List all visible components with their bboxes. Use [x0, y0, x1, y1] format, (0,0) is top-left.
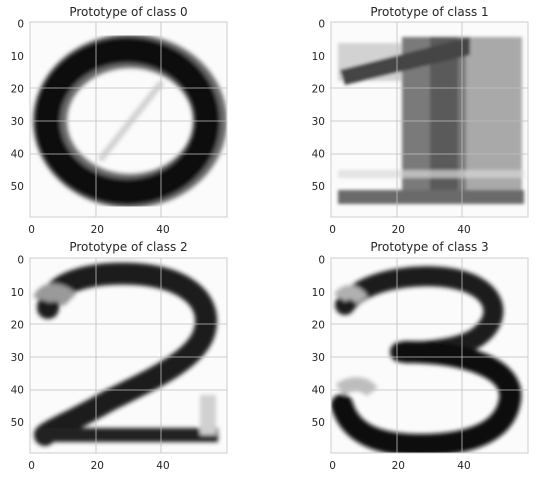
y-tick-label: 0: [17, 255, 24, 267]
x-tick-label: 0: [28, 460, 35, 472]
x-tick-label: 40: [457, 224, 470, 236]
y-tick-label: 20: [312, 84, 325, 96]
y-tick-label: 20: [11, 84, 24, 96]
y-ticks: 0 10 20 30 40 50: [11, 255, 24, 430]
x-tick-label: 20: [392, 224, 405, 236]
x-tick-label: 0: [28, 224, 35, 236]
y-tick-label: 50: [312, 181, 325, 193]
x-tick-label: 40: [156, 224, 169, 236]
x-tick-label: 20: [91, 460, 104, 472]
y-ticks: 0 10 20 30 40 50: [312, 19, 325, 194]
y-tick-label: 30: [312, 352, 325, 364]
y-tick-label: 40: [11, 149, 24, 161]
x-ticks: 0 20 40: [329, 460, 470, 472]
x-tick-label: 40: [457, 460, 470, 472]
panel-title: Prototype of class 0: [69, 5, 187, 19]
y-tick-label: 0: [17, 19, 24, 31]
y-tick-label: 40: [312, 385, 325, 397]
y-tick-label: 30: [11, 352, 24, 364]
y-tick-label: 50: [11, 417, 24, 429]
x-ticks: 0 20 40: [329, 224, 470, 236]
x-tick-label: 40: [156, 460, 169, 472]
y-tick-label: 30: [312, 116, 325, 128]
y-tick-label: 50: [312, 417, 325, 429]
x-tick-label: 0: [329, 460, 336, 472]
panel-class-0: Prototype of class 0 0 10 20 30 40 50 0 20 40: [11, 5, 227, 236]
y-tick-label: 10: [312, 287, 325, 299]
y-tick-label: 10: [11, 51, 24, 63]
y-ticks: 0 10 20 30 40 50: [11, 19, 24, 194]
y-tick-label: 20: [11, 320, 24, 332]
y-tick-label: 40: [11, 385, 24, 397]
y-tick-label: 20: [312, 320, 325, 332]
x-ticks: 0 20 40: [28, 224, 169, 236]
y-tick-label: 0: [318, 255, 325, 267]
panel-title: Prototype of class 2: [69, 240, 187, 254]
y-tick-label: 0: [318, 19, 325, 31]
y-tick-label: 30: [11, 116, 24, 128]
x-tick-label: 20: [91, 224, 104, 236]
x-tick-label: 0: [329, 224, 336, 236]
x-ticks: 0 20 40: [28, 460, 169, 472]
panel-title: Prototype of class 1: [370, 5, 488, 19]
y-tick-label: 50: [11, 181, 24, 193]
panel-class-2: Prototype of class 2 0 10 20 30 40 50 0 20 40: [11, 240, 227, 472]
y-ticks: 0 10 20 30 40 50: [312, 255, 325, 430]
panel-title: Prototype of class 3: [370, 240, 488, 254]
y-tick-label: 40: [312, 149, 325, 161]
panel-class-1: Prototype of class 1 0 10 20 30 40 50 0 20 40: [312, 5, 528, 236]
y-tick-label: 10: [11, 287, 24, 299]
panel-class-3: Prototype of class 3 0 10 20 30 40 50 0 20 40: [312, 240, 528, 472]
x-tick-label: 20: [392, 460, 405, 472]
y-tick-label: 10: [312, 51, 325, 63]
